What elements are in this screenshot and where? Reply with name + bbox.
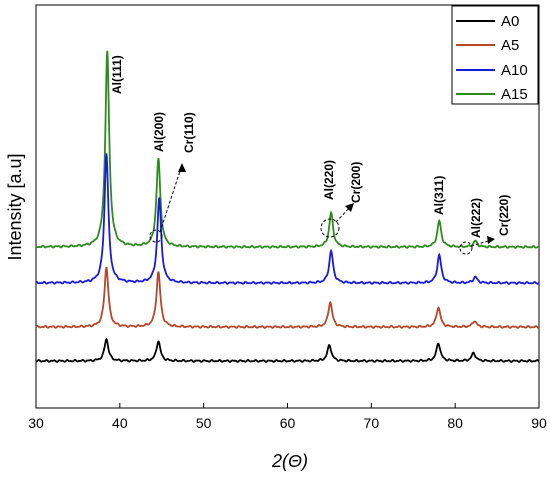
peak-label-al220: Al(220) — [322, 160, 336, 200]
y-axis-title: Intensity [a.u] — [5, 153, 25, 260]
legend: A0 A5 A10 A15 — [451, 5, 539, 105]
legend-label-a15: A15 — [501, 86, 528, 103]
peak-label-cr110: Cr(110) — [182, 112, 196, 153]
x-tick-label-70: 70 — [364, 415, 380, 431]
series-lines — [35, 50, 540, 363]
x-tick-label-40: 40 — [112, 415, 128, 431]
x-axis-title: 2(Θ) — [271, 451, 308, 471]
peak-label-al311: Al(311) — [432, 176, 446, 215]
cr200-arrowhead — [345, 203, 354, 212]
cr220-circle — [459, 241, 473, 255]
cr220-arrowhead — [487, 236, 495, 244]
x-tick-label-90: 90 — [531, 415, 547, 431]
legend-label-a0: A0 — [501, 13, 519, 30]
x-tick-label-50: 50 — [196, 415, 212, 431]
series-line-a15 — [35, 50, 540, 249]
peak-label-cr220: Cr(220) — [497, 195, 511, 236]
annotation-markers — [149, 164, 493, 255]
x-tick-label-30: 30 — [28, 415, 44, 431]
legend-label-a5: A5 — [501, 37, 519, 54]
peak-label-al111: Al(111) — [110, 55, 124, 94]
peak-label-al222: Al(222) — [469, 198, 483, 238]
cr220-arrow — [470, 239, 493, 247]
peak-label-al200: Al(200) — [152, 112, 166, 152]
legend-box — [451, 5, 539, 105]
annotation-arrowheads — [178, 163, 495, 244]
series-line-a5 — [35, 266, 540, 329]
x-tick-label-60: 60 — [280, 415, 296, 431]
legend-label-a10: A10 — [501, 62, 528, 79]
cr110-circle — [149, 229, 163, 243]
series-line-a0 — [35, 337, 540, 363]
cr110-arrow — [159, 164, 183, 233]
x-axis-ticks: 30 40 50 60 70 80 90 — [28, 403, 547, 431]
cr110-arrowhead — [178, 163, 186, 172]
series-line-a10 — [35, 153, 540, 285]
cr200-circle — [320, 218, 340, 238]
x-tick-label-80: 80 — [447, 415, 463, 431]
cr200-arrow — [335, 204, 353, 223]
peak-label-cr200: Cr(200) — [349, 162, 363, 203]
